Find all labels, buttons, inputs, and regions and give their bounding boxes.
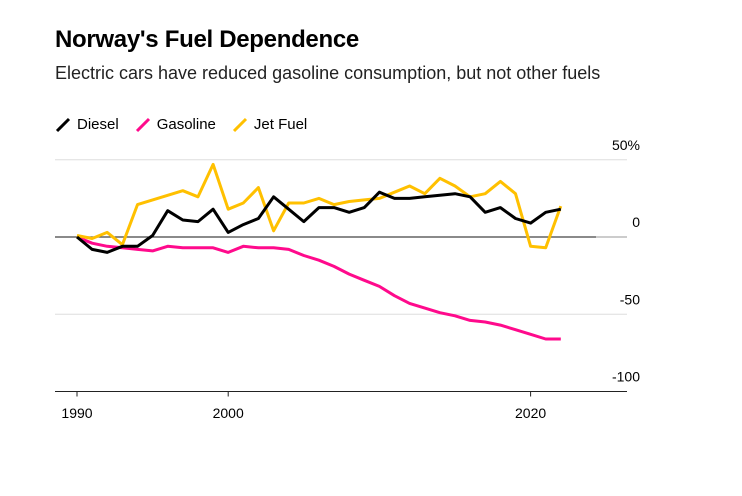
y-tick-label: 0 [632, 214, 640, 230]
series-line-diesel [76, 190, 562, 254]
legend-swatch-icon [232, 117, 247, 132]
legend-swatch-icon [55, 117, 71, 132]
legend-item: Gasoline [135, 116, 216, 133]
x-tick-label: 2020 [515, 405, 546, 421]
legend: Diesel Gasoline Jet Fuel [55, 116, 307, 133]
legend-item: Jet Fuel [232, 116, 307, 133]
series-line-jet-fuel [76, 162, 563, 250]
series-line-gasoline [76, 235, 561, 341]
legend-swatch-icon [135, 117, 150, 132]
chart-subtitle: Electric cars have reduced gasoline cons… [55, 63, 601, 83]
y-tick-label: -100 [612, 369, 640, 385]
x-tick-label: 2000 [213, 405, 244, 421]
y-tick-label: -50 [620, 291, 640, 307]
legend-item: Diesel [55, 116, 119, 133]
y-tick-label: 50% [612, 137, 640, 153]
legend-label: Gasoline [156, 116, 216, 133]
chart-title: Norway's Fuel Dependence [55, 26, 359, 53]
x-tick-label: 1990 [61, 405, 92, 421]
legend-label: Diesel [77, 116, 119, 133]
legend-label: Jet Fuel [253, 116, 308, 133]
